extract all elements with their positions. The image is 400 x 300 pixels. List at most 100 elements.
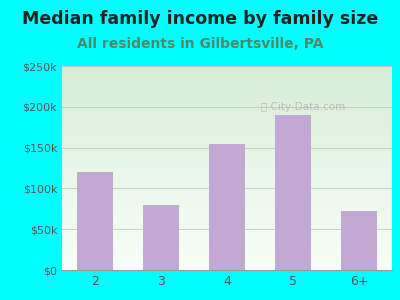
Bar [62,149,392,150]
Bar [62,130,392,131]
Bar [62,163,392,164]
Bar [62,159,392,160]
Bar [62,125,392,126]
Bar [62,142,392,143]
Bar [62,105,392,106]
Bar [62,194,392,195]
Bar [62,153,392,154]
Bar [62,190,392,191]
Bar [62,235,392,236]
Bar [209,143,245,270]
Bar [62,87,392,88]
Bar [62,255,392,256]
Bar [62,121,392,122]
Bar [62,147,392,148]
Bar [62,223,392,224]
Bar [62,212,392,213]
Bar [62,72,392,73]
Bar [62,106,392,107]
Bar [62,228,392,229]
Bar [62,113,392,114]
Bar [62,225,392,226]
Bar [62,165,392,166]
Bar [62,141,392,142]
Bar [62,236,392,237]
Bar [62,83,392,84]
Bar [62,169,392,170]
Bar [62,71,392,72]
Bar [62,146,392,147]
Text: All residents in Gilbertsville, PA: All residents in Gilbertsville, PA [77,38,323,52]
Bar [62,80,392,81]
Bar [62,118,392,119]
Bar [62,77,392,78]
Text: Median family income by family size: Median family income by family size [22,11,378,28]
Bar [62,213,392,214]
Bar [62,116,392,117]
Bar [62,188,392,189]
Bar [62,229,392,230]
Bar [62,67,392,68]
Bar [62,269,392,270]
Bar [62,69,392,70]
Bar [62,259,392,260]
Bar [62,98,392,99]
Bar [62,180,392,181]
Bar [62,156,392,157]
Bar [62,246,392,247]
Bar [62,209,392,210]
Bar [62,143,392,144]
Bar [62,253,392,254]
Bar [62,167,392,168]
Bar [62,111,392,112]
Bar [62,202,392,203]
Bar [62,99,392,100]
Bar [62,243,392,244]
Bar [62,129,392,130]
Bar [62,215,392,216]
Bar [62,94,392,95]
Bar [341,211,377,270]
Bar [62,268,392,269]
Bar [62,201,392,202]
Bar [62,134,392,135]
Bar [62,186,392,187]
Bar [62,189,392,190]
Bar [62,104,392,105]
Bar [62,265,392,266]
Bar [62,221,392,222]
Bar [62,82,392,83]
Bar [62,144,392,145]
Bar [62,78,392,79]
Bar [62,137,392,138]
Bar [62,198,392,199]
Bar [62,237,392,238]
Bar [62,233,392,234]
Bar [62,148,392,149]
Bar [62,187,392,188]
Bar [62,231,392,232]
Bar [62,162,392,163]
Bar [143,205,179,270]
Bar [62,222,392,223]
Bar [62,126,392,127]
Bar [62,160,392,161]
Bar [62,100,392,101]
Bar [62,249,392,250]
Bar [62,124,392,125]
Bar [62,152,392,153]
Bar [62,256,392,257]
Bar [62,248,392,249]
Bar [62,122,392,123]
Bar [62,218,392,219]
Bar [62,155,392,156]
Bar [62,200,392,201]
Bar [62,168,392,169]
Bar [62,216,392,217]
Bar [62,70,392,71]
Bar [62,128,392,129]
Bar [62,118,392,119]
Bar [62,258,392,259]
Bar [62,76,392,77]
Bar [62,96,392,97]
